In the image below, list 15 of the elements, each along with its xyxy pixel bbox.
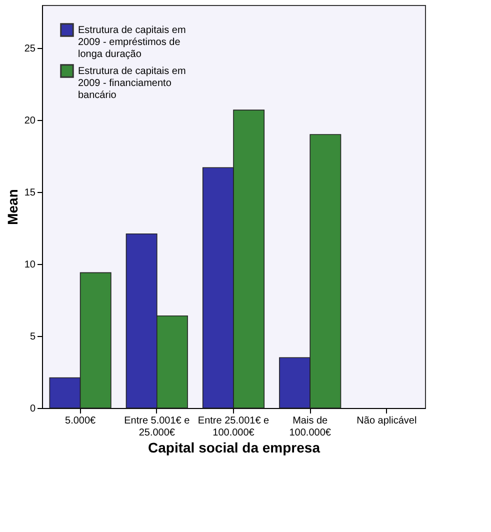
- x-tick-label: Entre 5.001€ e 25.000€: [124, 416, 190, 438]
- x-tick-label: Não aplicável: [356, 416, 417, 426]
- y-tick-label: 25: [24, 44, 36, 55]
- y-tick-label: 10: [24, 260, 36, 271]
- legend-label: Estrutura de capitais em 2009 - empréstimos de longa duração: [78, 25, 186, 60]
- y-tick-label: 15: [24, 188, 36, 199]
- legend-label: Estrutura de capitais em 2009 - financiamento bancário: [78, 66, 186, 101]
- x-tick-label: Mais de 100.000€: [289, 416, 332, 438]
- y-axis-title: Mean: [4, 189, 20, 225]
- x-tick-label: Entre 25.001€ e 100.000€: [198, 416, 270, 438]
- x-axis-title: Capital social da empresa: [148, 440, 320, 456]
- x-tick-label: 5.000€: [65, 416, 96, 426]
- y-tick-label: 20: [24, 116, 36, 127]
- y-tick-label: 5: [30, 332, 36, 343]
- y-tick-label: 0: [30, 404, 36, 414]
